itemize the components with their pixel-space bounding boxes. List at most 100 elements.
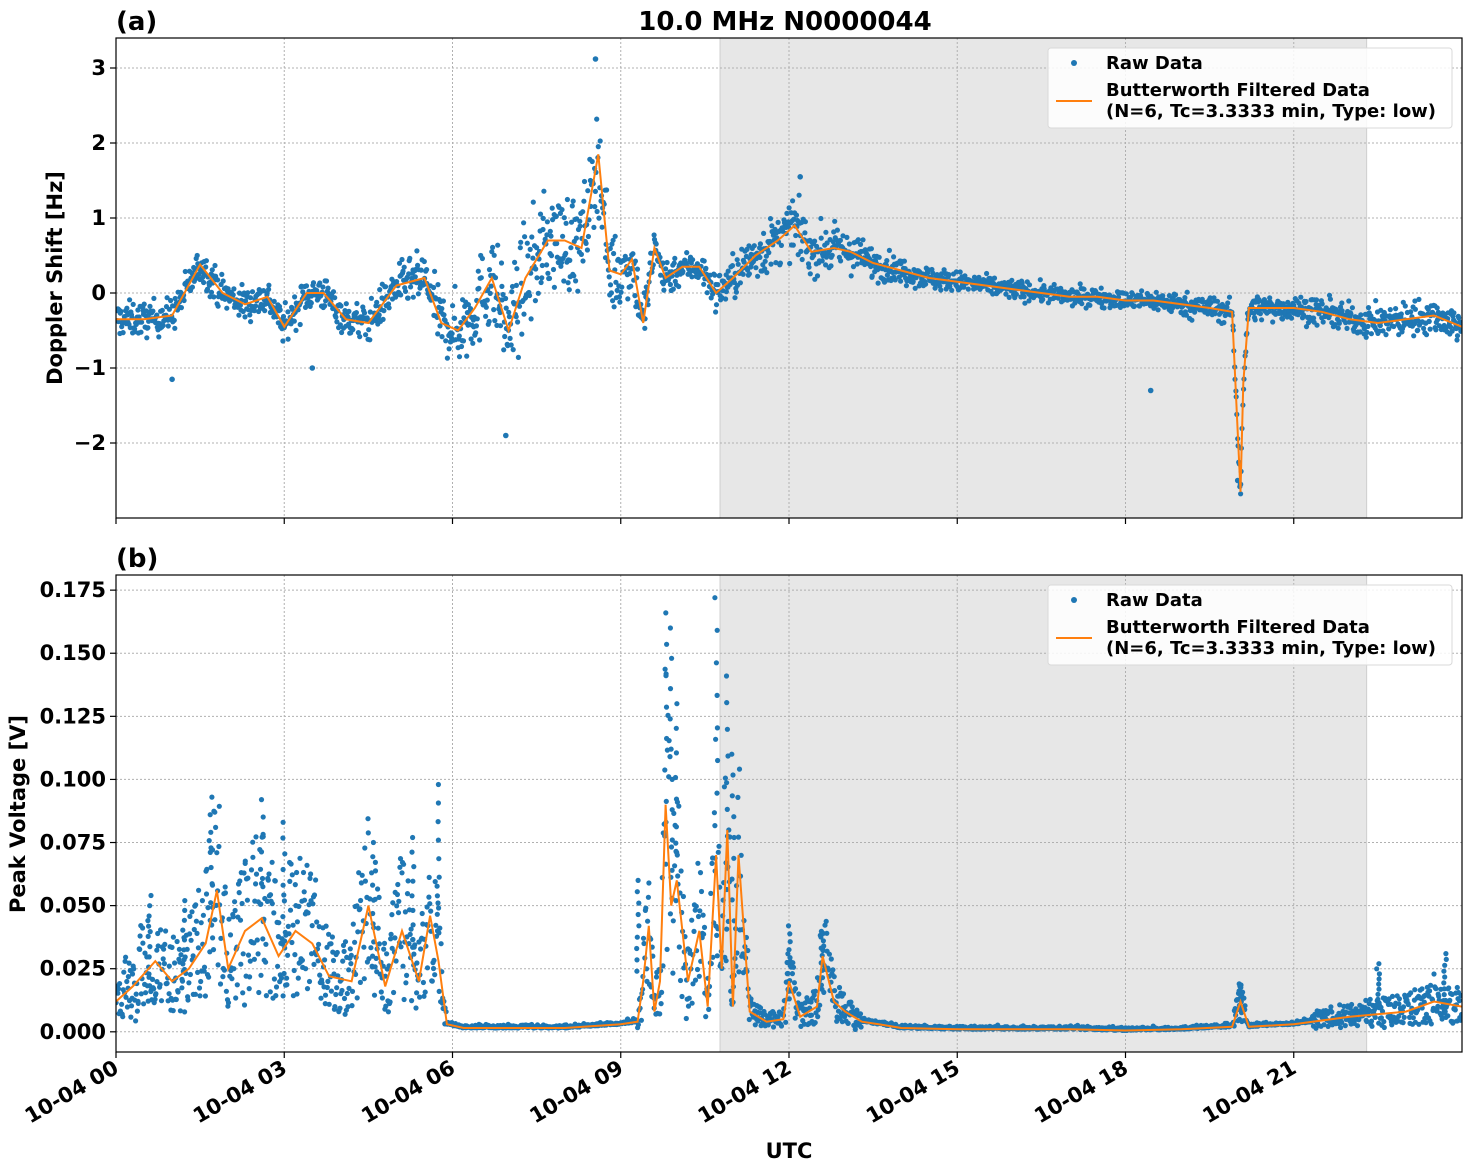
raw-peak-point <box>146 974 152 980</box>
raw-point <box>1383 332 1389 338</box>
raw-point <box>1415 327 1421 333</box>
raw-point <box>1400 1004 1407 1010</box>
raw-peak-point <box>148 892 154 899</box>
raw-point <box>1313 297 1320 303</box>
raw-peak-point <box>1376 971 1382 977</box>
raw-point <box>1051 281 1057 288</box>
raw-point <box>785 951 791 957</box>
raw-point <box>670 918 676 924</box>
raw-point <box>187 931 193 937</box>
raw-point <box>1221 320 1227 326</box>
raw-point <box>819 258 825 264</box>
raw-point <box>166 991 172 997</box>
raw-point <box>524 240 530 246</box>
raw-point <box>1192 309 1198 315</box>
raw-point <box>255 951 261 957</box>
raw-peak-point <box>435 819 441 825</box>
raw-point <box>842 1003 848 1010</box>
raw-point <box>357 979 363 986</box>
raw-point <box>337 322 343 328</box>
raw-point <box>533 266 539 272</box>
raw-point <box>326 931 332 937</box>
raw-peak-point <box>663 798 669 805</box>
raw-point <box>155 943 161 949</box>
raw-point <box>695 913 702 920</box>
raw-point <box>120 1014 126 1020</box>
raw-peak-point <box>787 931 793 937</box>
raw-point <box>476 285 482 291</box>
raw-point <box>1087 302 1093 308</box>
raw-point <box>299 957 305 963</box>
raw-point <box>991 275 998 281</box>
raw-point <box>1433 986 1439 992</box>
raw-point <box>224 305 230 311</box>
raw-point <box>219 271 225 277</box>
raw-point <box>713 309 719 315</box>
raw-point <box>240 951 246 957</box>
raw-point <box>396 260 403 266</box>
raw-point <box>414 960 420 966</box>
raw-peak-point <box>663 673 669 679</box>
panel-a-legend-box <box>1047 47 1453 129</box>
raw-point <box>263 959 269 965</box>
raw-point <box>350 327 356 333</box>
raw-point <box>212 262 218 269</box>
raw-peak-point <box>634 968 640 974</box>
raw-point <box>460 338 467 344</box>
raw-point <box>116 986 122 992</box>
raw-point <box>145 325 151 331</box>
raw-point <box>1433 327 1439 333</box>
raw-point <box>1358 312 1364 318</box>
raw-point <box>658 272 664 278</box>
raw-point <box>796 192 802 198</box>
raw-point <box>273 984 280 990</box>
raw-peak-point <box>715 757 721 764</box>
raw-point <box>307 875 313 882</box>
raw-point <box>1184 289 1190 295</box>
raw-point <box>412 274 418 280</box>
raw-point <box>189 909 195 915</box>
raw-point <box>317 280 323 286</box>
raw-point <box>766 250 772 256</box>
raw-point <box>547 228 553 234</box>
raw-point <box>354 995 360 1001</box>
raw-peak-point <box>673 824 680 830</box>
raw-point <box>537 211 544 217</box>
raw-point <box>246 986 252 992</box>
raw-peak-point <box>260 936 266 942</box>
raw-point <box>233 995 239 1001</box>
raw-point <box>128 1014 134 1020</box>
raw-peak-point <box>434 911 440 917</box>
panel-b-legend-box <box>1047 584 1453 666</box>
raw-point <box>427 901 433 907</box>
raw-peak-point <box>260 884 266 890</box>
raw-point <box>1456 315 1462 321</box>
raw-point <box>891 254 897 260</box>
raw-peak-point <box>145 933 151 940</box>
raw-point <box>697 908 703 914</box>
raw-point <box>1436 993 1442 1000</box>
raw-point <box>221 967 227 973</box>
raw-point <box>266 286 272 292</box>
raw-point <box>840 233 846 239</box>
raw-point <box>1334 308 1340 314</box>
raw-point <box>166 963 172 969</box>
raw-point <box>1365 305 1372 311</box>
raw-peak-point <box>370 882 376 888</box>
raw-point <box>190 953 196 959</box>
raw-point <box>432 972 438 978</box>
raw-point <box>773 260 779 266</box>
raw-point <box>281 892 287 898</box>
raw-point <box>388 936 394 942</box>
raw-peak-point <box>820 930 826 937</box>
raw-peak-point <box>280 835 286 841</box>
raw-point <box>291 967 297 974</box>
raw-point <box>243 298 249 304</box>
raw-point <box>923 281 929 287</box>
raw-point <box>912 285 918 291</box>
raw-point <box>251 308 257 314</box>
raw-point <box>643 905 649 911</box>
raw-point <box>394 891 400 898</box>
raw-point <box>808 1012 815 1018</box>
raw-point <box>319 980 325 986</box>
